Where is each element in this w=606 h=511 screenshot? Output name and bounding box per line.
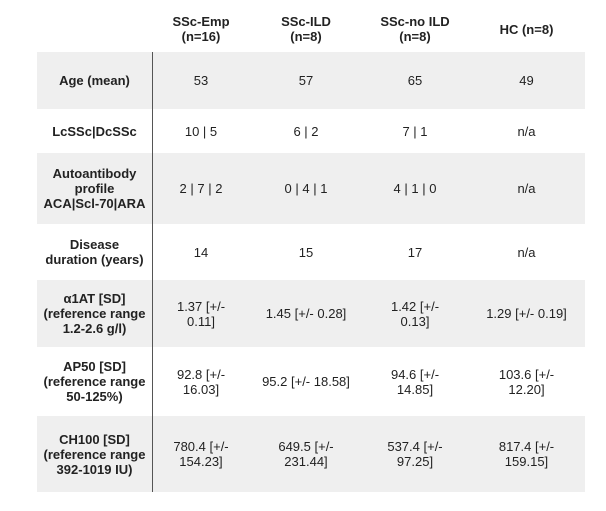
- row-label: α1AT [SD] (reference range 1.2-2.6 g/l): [43, 291, 146, 336]
- table-cell: 65: [407, 73, 423, 88]
- table-row-disease-duration: Disease duration (years) 14 15 17 n/a: [37, 224, 585, 280]
- table-cell: 53: [193, 73, 209, 88]
- table-cell: 7 | 1: [402, 123, 428, 139]
- table-cell: 92.8 [+/- 16.03]: [176, 366, 226, 397]
- table-row-ch100: CH100 [SD] (reference range 392-1019 IU)…: [37, 416, 585, 492]
- header-ssc-no-ild: SSc-no ILD (n=8): [380, 14, 450, 44]
- table-cell: 1.45 [+/- 0.28]: [265, 306, 347, 321]
- table-cell: 15: [298, 244, 314, 260]
- row-label: CH100 [SD] (reference range 392-1019 IU): [43, 431, 146, 477]
- table-cell: 649.5 [+/- 231.44]: [278, 439, 334, 469]
- header-ssc-ild: SSc-ILD (n=8): [281, 14, 331, 44]
- header-row: SSc-Emp (n=16) SSc-ILD (n=8) SSc-no ILD …: [37, 6, 585, 52]
- table-cell: 4 | 1 | 0: [393, 181, 437, 196]
- table-cell: 780.4 [+/- 154.23]: [173, 439, 229, 469]
- table-cell: 49: [519, 73, 534, 88]
- row-label: Disease duration (years): [45, 237, 144, 267]
- table-row-ap50: AP50 [SD] (reference range 50-125%) 92.8…: [37, 347, 585, 416]
- table-cell: 0 | 4 | 1: [284, 181, 328, 196]
- table-row-age: Age (mean) 53 57 65 49: [37, 52, 585, 109]
- table-row-autoantibody: Autoantibody profile ACA|Scl-70|ARA 2 | …: [37, 153, 585, 224]
- table-row-a1at: α1AT [SD] (reference range 1.2-2.6 g/l) …: [37, 280, 585, 347]
- table-cell: 14: [193, 244, 209, 260]
- table-cell: 817.4 [+/- 159.15]: [498, 439, 555, 469]
- data-table: SSc-Emp (n=16) SSc-ILD (n=8) SSc-no ILD …: [37, 6, 585, 492]
- row-label: Age (mean): [59, 73, 130, 88]
- header-hc: HC (n=8): [499, 21, 554, 37]
- table-cell: 537.4 [+/- 97.25]: [387, 439, 443, 469]
- table-cell: 1.29 [+/- 0.19]: [486, 306, 567, 321]
- table-cell: 1.37 [+/- 0.11]: [176, 298, 226, 329]
- table-cell: 17: [407, 244, 423, 260]
- table-cell: 2 | 7 | 2: [179, 181, 223, 196]
- header-ssc-emp: SSc-Emp (n=16): [172, 14, 230, 44]
- row-label: Autoantibody profile ACA|Scl-70|ARA: [43, 166, 146, 211]
- column-divider: [152, 52, 153, 492]
- table-cell: n/a: [517, 244, 536, 260]
- row-label: AP50 [SD] (reference range 50-125%): [43, 359, 146, 404]
- table-cell: 10 | 5: [184, 123, 218, 139]
- table-cell: 103.6 [+/- 12.20]: [498, 366, 555, 397]
- table-cell: 94.6 [+/- 14.85]: [390, 366, 440, 397]
- table-cell: 95.2 [+/- 18.58]: [262, 374, 350, 389]
- table-row-lcssc-dcssc: LcSSc|DcSSc 10 | 5 6 | 2 7 | 1 n/a: [37, 109, 585, 153]
- table-cell: 57: [298, 73, 314, 88]
- table-cell: n/a: [517, 123, 536, 139]
- row-label: LcSSc|DcSSc: [52, 123, 137, 139]
- table-cell: 1.42 [+/- 0.13]: [390, 298, 440, 329]
- header-cell-empty: [37, 6, 152, 52]
- table-cell: 6 | 2: [293, 123, 319, 139]
- table-cell: n/a: [517, 181, 536, 196]
